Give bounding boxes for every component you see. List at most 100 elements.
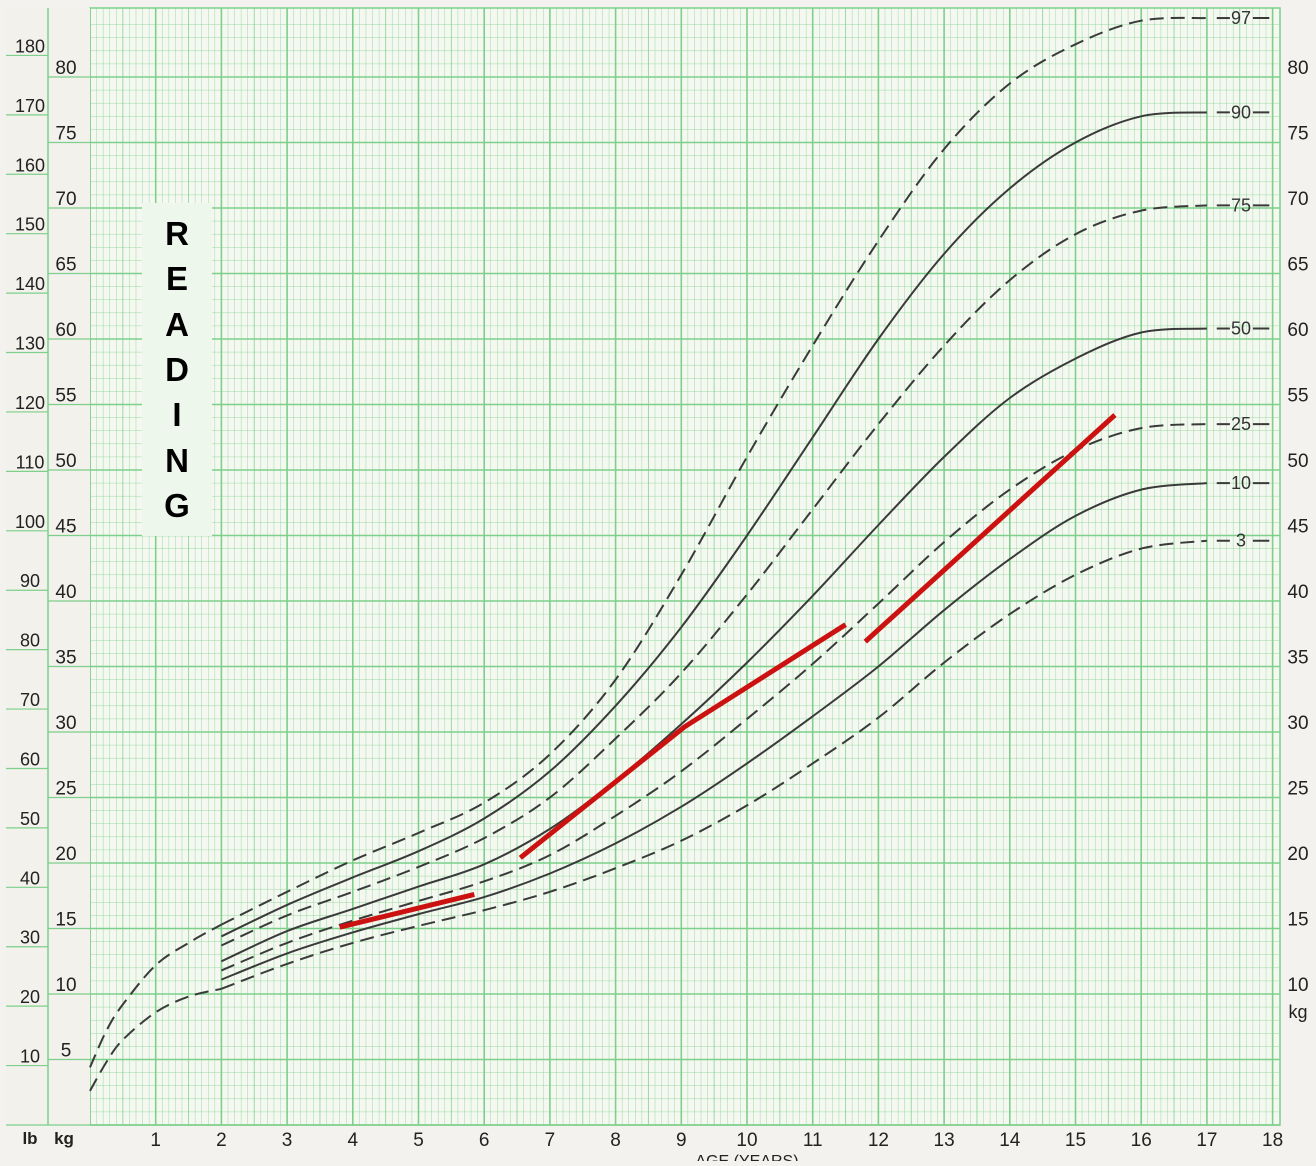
lb-tick-left: 160 bbox=[15, 155, 45, 175]
kg-unit-label: kg bbox=[54, 1129, 74, 1148]
lb-tick-left: 90 bbox=[20, 571, 40, 591]
kg-tick-left: 35 bbox=[55, 648, 76, 669]
highlight-segment-1 bbox=[339, 891, 475, 930]
kg-tick-left: 75 bbox=[55, 124, 76, 145]
kg-tick-right: 55 bbox=[1287, 386, 1308, 407]
x-tick-label: 3 bbox=[282, 1130, 293, 1151]
x-tick-label: 14 bbox=[999, 1130, 1021, 1151]
lb-tick-left: 180 bbox=[15, 36, 45, 56]
reading-letter: R bbox=[165, 215, 189, 253]
lb-tick-left: 20 bbox=[20, 987, 40, 1007]
infant-curve-1 bbox=[89, 923, 222, 1068]
lb-tick-left: 140 bbox=[15, 274, 45, 294]
axes: 123456789101112131415161718AGE (YEARS)lb… bbox=[15, 36, 1309, 1166]
percentile-curve-75 bbox=[220, 204, 1207, 947]
percentile-curves bbox=[89, 16, 1208, 1092]
lb-tick-left: 30 bbox=[20, 928, 40, 948]
kg-tick-left: 40 bbox=[55, 582, 76, 603]
kg-tick-right: 30 bbox=[1287, 713, 1308, 734]
x-tick-label: 7 bbox=[545, 1130, 556, 1151]
percentile-label-3: 3 bbox=[1236, 531, 1246, 551]
percentile-label-10: 10 bbox=[1231, 473, 1251, 493]
reading-letter: D bbox=[165, 350, 189, 388]
lb-tick-left: 100 bbox=[15, 512, 45, 532]
lb-tick-left: 40 bbox=[20, 868, 40, 888]
lb-tick-left: 70 bbox=[20, 690, 40, 710]
x-tick-label: 18 bbox=[1262, 1130, 1283, 1151]
percentile-curve-3 bbox=[221, 539, 1208, 990]
grid bbox=[6, 7, 1281, 1126]
highlight-segment-2 bbox=[518, 622, 847, 860]
lb-tick-left: 130 bbox=[15, 334, 45, 354]
x-tick-label: 9 bbox=[676, 1130, 687, 1151]
lb-tick-left: 60 bbox=[20, 749, 40, 769]
kg-tick-right: 25 bbox=[1287, 779, 1308, 800]
kg-tick-left: 55 bbox=[55, 386, 76, 407]
reading-letter: A bbox=[165, 305, 189, 343]
x-tick-label: 4 bbox=[348, 1130, 359, 1151]
percentile-curve-10 bbox=[221, 482, 1208, 981]
lb-tick-left: 10 bbox=[20, 1047, 40, 1067]
percentile-curve-90 bbox=[220, 111, 1207, 938]
x-tick-label: 8 bbox=[610, 1130, 621, 1151]
kg-unit-right: kg bbox=[1288, 1002, 1307, 1022]
lb-tick-left: 110 bbox=[16, 452, 45, 472]
x-tick-label: 5 bbox=[413, 1130, 424, 1151]
x-tick-label: 10 bbox=[736, 1130, 757, 1151]
kg-tick-right: 40 bbox=[1287, 582, 1308, 603]
kg-tick-right: 35 bbox=[1287, 648, 1308, 669]
kg-tick-left: 70 bbox=[55, 189, 76, 210]
kg-tick-left: 45 bbox=[55, 517, 76, 538]
kg-tick-left: 30 bbox=[55, 713, 76, 734]
kg-tick-left: 65 bbox=[55, 255, 76, 276]
reading-letter: I bbox=[172, 396, 182, 434]
plot-background bbox=[89, 7, 1281, 1126]
lb-tick-left: 120 bbox=[15, 393, 45, 413]
percentile-label-75: 75 bbox=[1231, 195, 1251, 215]
kg-tick-left: 25 bbox=[55, 779, 76, 800]
kg-tick-right: 15 bbox=[1287, 910, 1308, 931]
percentile-curve-50 bbox=[220, 327, 1207, 963]
kg-tick-right: 50 bbox=[1287, 451, 1308, 472]
lb-tick-left: 150 bbox=[15, 215, 45, 235]
kg-tick-right: 75 bbox=[1287, 124, 1308, 145]
percentile-label-25: 25 bbox=[1231, 414, 1251, 434]
lb-tick-left: 170 bbox=[15, 96, 45, 116]
kg-tick-right: 10 bbox=[1287, 975, 1308, 996]
kg-tick-left: 15 bbox=[55, 910, 76, 931]
highlight-segment-3 bbox=[863, 413, 1117, 644]
kg-tick-left: 50 bbox=[55, 451, 76, 472]
kg-tick-left: 10 bbox=[55, 975, 76, 996]
lb-unit-label: lb bbox=[22, 1129, 37, 1148]
kg-tick-left: 20 bbox=[55, 844, 76, 865]
x-tick-label: 12 bbox=[868, 1130, 889, 1151]
x-tick-label: 13 bbox=[934, 1130, 955, 1151]
x-tick-label: 11 bbox=[803, 1130, 823, 1151]
x-tick-label: 2 bbox=[216, 1130, 227, 1151]
percentile-curve-97 bbox=[220, 16, 1207, 926]
percentile-labels: 97 90 75 50 25 10 3 bbox=[1216, 8, 1270, 551]
lb-tick-left: 80 bbox=[20, 631, 40, 651]
kg-tick-left: 5 bbox=[61, 1041, 72, 1062]
percentile-label-97: 97 bbox=[1231, 8, 1251, 28]
kg-tick-right: 65 bbox=[1287, 255, 1308, 276]
kg-tick-right: 80 bbox=[1287, 58, 1308, 79]
x-tick-label: 16 bbox=[1131, 1130, 1152, 1151]
x-tick-label: 17 bbox=[1196, 1130, 1217, 1151]
x-axis-label: AGE (YEARS) bbox=[695, 1153, 798, 1161]
reading-letter: N bbox=[165, 441, 189, 479]
lb-tick-left: 50 bbox=[20, 809, 40, 829]
kg-tick-right: 20 bbox=[1287, 844, 1308, 865]
kg-tick-left: 60 bbox=[55, 320, 76, 341]
x-tick-label: 1 bbox=[150, 1130, 161, 1151]
percentile-label-50: 50 bbox=[1231, 319, 1251, 339]
kg-tick-left: 80 bbox=[55, 58, 76, 79]
kg-tick-right: 70 bbox=[1287, 189, 1308, 210]
percentile-label-90: 90 bbox=[1231, 102, 1251, 122]
percentile-curve-25 bbox=[221, 423, 1207, 972]
reading-letter: G bbox=[164, 486, 190, 524]
x-tick-label: 15 bbox=[1065, 1130, 1086, 1151]
